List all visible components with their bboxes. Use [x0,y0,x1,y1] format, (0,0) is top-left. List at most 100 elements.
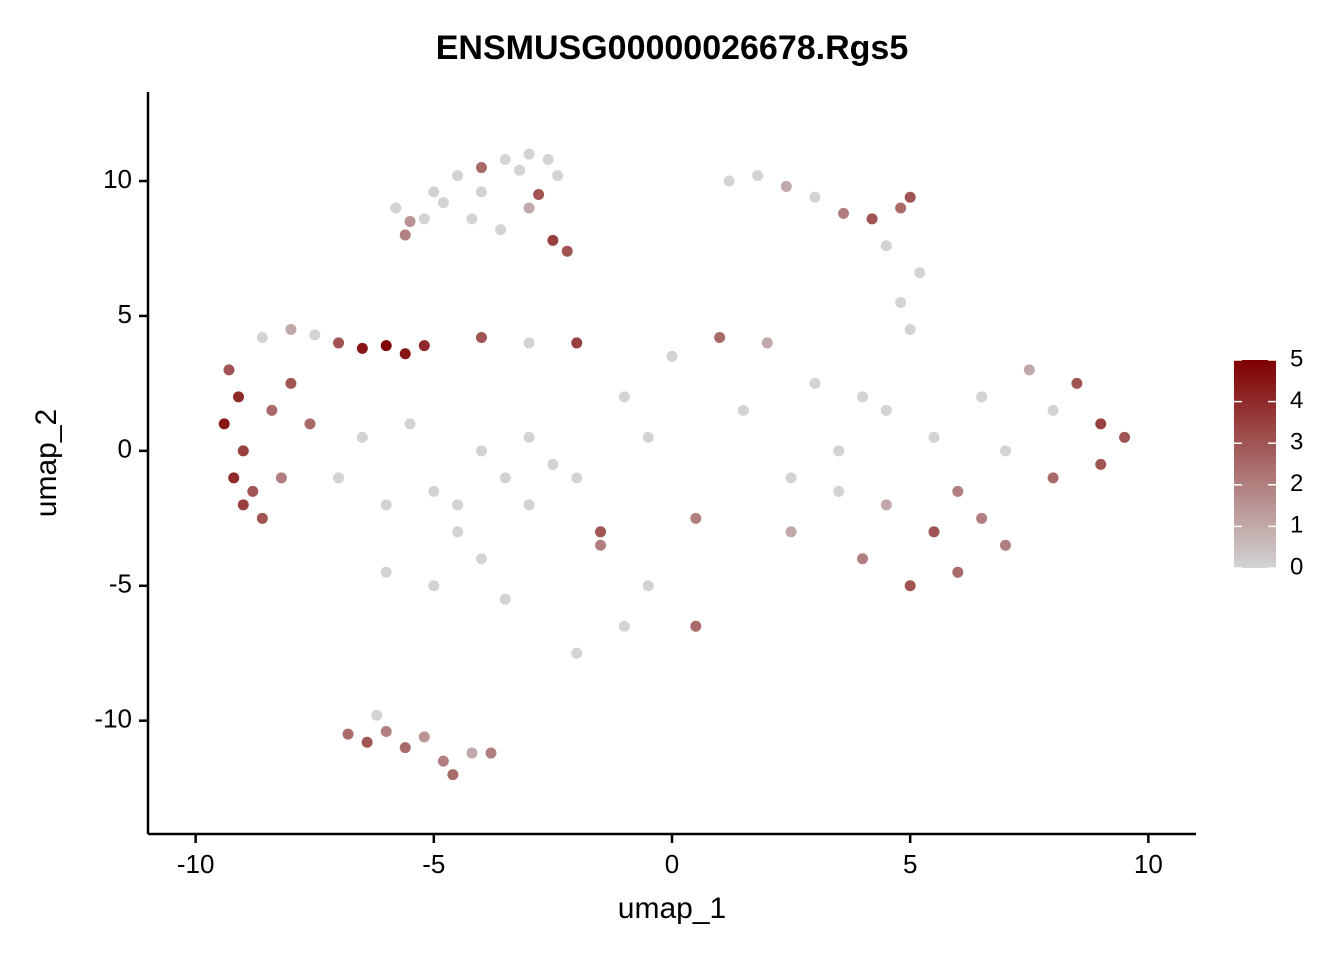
cell-point [475,553,487,565]
colorbar-label: 1 [1290,512,1303,539]
cell-point [237,499,249,511]
cell-point [618,391,630,403]
cell-point [571,647,583,659]
colorbar-label: 5 [1290,345,1303,372]
cell-point [333,472,345,484]
cell-point [666,350,678,362]
cell-point [499,593,511,605]
cell-point [914,267,926,279]
cell-point [309,329,321,341]
cell-point [380,566,392,578]
cell-point [437,197,449,209]
cell-point [399,742,411,754]
chart-title: ENSMUSG00000026678.Rgs5 [436,29,909,67]
cell-point [880,404,892,416]
plot-area: -10 -5 0 5 10 -10 -5 0 5 10 [94,92,1196,879]
cell-point [1047,472,1059,484]
cell-point [642,431,654,443]
cell-point [452,499,464,511]
cell-point [418,340,430,352]
y-tick-label: 10 [103,164,132,194]
cell-point [895,296,907,308]
cell-point [785,472,797,484]
cell-point [485,747,497,759]
x-tick-label: 0 [665,849,679,879]
cell-point [356,431,368,443]
cell-point [428,485,440,497]
y-tick-label: 0 [118,434,132,464]
cell-point [495,224,507,236]
cell-point [390,202,402,214]
cell-point [233,391,245,403]
cell-point [514,164,526,176]
cell-point [809,377,821,389]
cell-point [928,526,940,538]
cell-point [437,755,449,767]
cell-point [552,170,564,182]
cell-point [475,445,487,457]
cell-point [475,332,487,344]
cell-point [475,162,487,174]
colorbar-label: 2 [1290,470,1303,497]
cell-point [976,391,988,403]
cell-point [904,323,916,335]
cell-point [285,377,297,389]
cell-point [399,229,411,241]
cell-point [952,485,964,497]
cell-point [999,445,1011,457]
cell-point [452,170,464,182]
cell-point [256,332,268,344]
x-axis-label: umap_1 [618,892,726,925]
cell-point [809,191,821,203]
cell-point [247,485,259,497]
x-tick-label: 10 [1134,849,1163,879]
cell-point [342,728,354,740]
cell-point [833,485,845,497]
cell-point [380,499,392,511]
cell-point [428,580,440,592]
cell-point [737,404,749,416]
cell-point [904,191,916,203]
cell-point [237,445,249,457]
y-tick-label: 5 [118,299,132,329]
cell-point [857,553,869,565]
cell-point [523,202,535,214]
cell-point [976,512,988,524]
cell-point [361,736,373,748]
cell-point [833,445,845,457]
cell-point [452,526,464,538]
cell-point [571,337,583,349]
cell-point [561,245,573,257]
cell-point [499,472,511,484]
cell-point [547,234,559,246]
cell-point [752,170,764,182]
cell-point [761,337,773,349]
x-tick-label: -10 [177,849,215,879]
colorbar-label: 0 [1290,553,1303,580]
cell-point [523,337,535,349]
cell-point [523,431,535,443]
cell-point [690,512,702,524]
colorbar [1234,360,1276,568]
cell-point [266,404,278,416]
cell-point [928,431,940,443]
cell-point [399,348,411,360]
cell-point [380,340,392,352]
y-axis-label: umap_2 [30,409,63,517]
cell-point [1071,377,1083,389]
cell-point [418,213,430,225]
cell-point [1047,404,1059,416]
cell-point [785,526,797,538]
cell-point [499,153,511,165]
cell-point [223,364,235,376]
cell-point [1095,418,1107,430]
cell-point [1023,364,1035,376]
cell-point [304,418,316,430]
cell-point [275,472,287,484]
cell-point [714,332,726,344]
cell-point [547,458,559,470]
x-tick-label: -5 [422,849,445,879]
cell-point [723,175,735,187]
cell-point [999,539,1011,551]
cell-point [780,180,792,192]
